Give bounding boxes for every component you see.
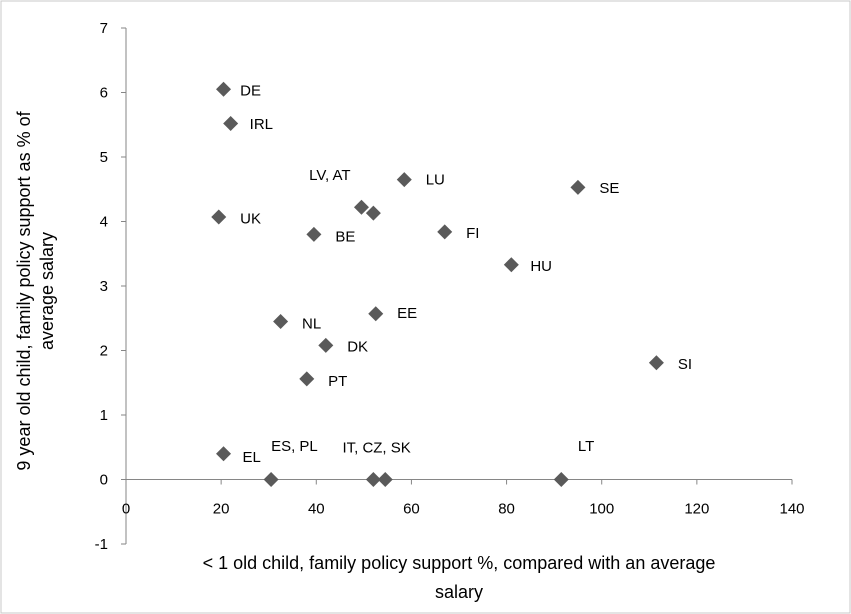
x-tick-label: 140 [779, 501, 804, 518]
data-point-marker [273, 313, 289, 329]
x-tick-label: 80 [498, 501, 515, 518]
y-tick-label: 4 [100, 214, 108, 231]
data-point-marker [216, 446, 232, 462]
y-tick-label: 0 [100, 472, 108, 489]
y-tick-label: 3 [100, 278, 108, 295]
point-label: PT [328, 373, 347, 390]
data-point-marker [365, 205, 381, 221]
data-point-marker [211, 209, 227, 225]
point-label: FI [466, 225, 479, 242]
y-tick-labels: -1 0 1 2 3 4 5 6 7 [95, 20, 108, 553]
x-tick-label: 40 [308, 501, 325, 518]
point-label: LV, AT [309, 167, 350, 184]
data-point-marker [223, 115, 239, 131]
data-point-marker [263, 472, 279, 487]
point-label: EL [243, 449, 261, 466]
y-axis [121, 27, 127, 545]
data-point-marker [353, 199, 369, 215]
x-tick-label: 100 [589, 501, 614, 518]
data-point-marker [503, 257, 519, 273]
x-axis-title: < 1 old child, family policy support %, … [203, 553, 716, 602]
x-tick-label: 120 [684, 501, 709, 518]
point-label: DK [347, 339, 368, 356]
point-label: NL [302, 315, 321, 332]
data-point-marker [365, 472, 381, 487]
data-point-marker [306, 226, 322, 242]
y-axis-title: 9 year old child, family policy support … [14, 110, 57, 470]
data-point-marker [299, 371, 315, 387]
x-tick-labels: 0 20 40 60 80 100 120 140 [122, 501, 805, 518]
data-point-marker [216, 81, 232, 97]
x-axis-title-line-1: < 1 old child, family policy support %, … [203, 553, 716, 573]
point-label: LT [578, 438, 594, 455]
y-axis-title-line-2: average salary [37, 232, 57, 350]
data-point-marker [318, 337, 334, 353]
y-tick-label: 7 [100, 20, 108, 37]
point-label: LU [426, 172, 445, 189]
y-tick-label: 6 [100, 85, 108, 102]
x-axis [125, 479, 793, 485]
y-tick-label: 5 [100, 149, 108, 166]
point-label: BE [335, 228, 355, 245]
point-label: IRL [250, 116, 273, 133]
data-point-marker [368, 306, 384, 322]
x-tick-label: 0 [122, 501, 130, 518]
point-label: HU [530, 258, 552, 275]
y-tick-label: -1 [95, 536, 108, 553]
data-point-marker [396, 172, 412, 188]
y-axis-title-line-1: 9 year old child, family policy support … [14, 110, 34, 470]
data-points [211, 81, 664, 487]
data-point-marker [437, 224, 453, 240]
data-point-marker [648, 355, 664, 371]
y-tick-label: 1 [100, 407, 108, 424]
point-label: SE [599, 180, 619, 197]
x-tick-label: 60 [403, 501, 420, 518]
data-point-marker [570, 179, 586, 195]
point-label: ES, PL [271, 438, 318, 455]
x-tick-label: 20 [213, 501, 230, 518]
data-point-marker [553, 472, 569, 487]
x-axis-title-line-2: salary [435, 582, 483, 602]
point-label: SI [678, 356, 692, 373]
point-label: DE [240, 83, 261, 100]
point-label: EE [397, 305, 417, 322]
data-point-marker [377, 472, 393, 487]
point-label: IT, CZ, SK [342, 439, 410, 456]
point-label: UK [240, 210, 261, 227]
y-tick-label: 2 [100, 343, 108, 360]
